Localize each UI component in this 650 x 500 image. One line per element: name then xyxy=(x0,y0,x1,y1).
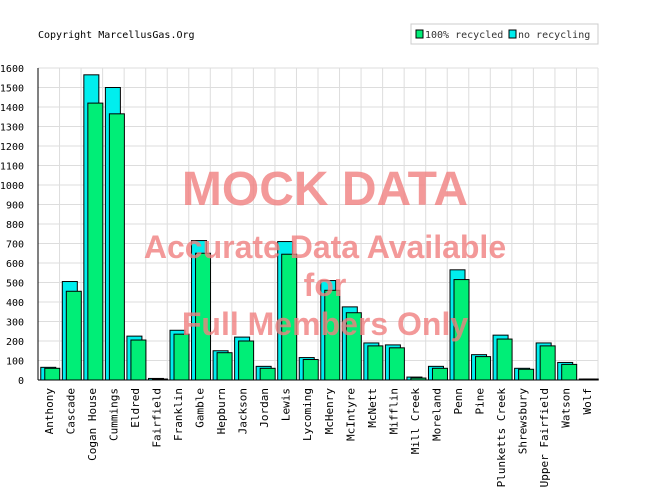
bar-recycled xyxy=(238,340,255,381)
y-tick-labels: 0 100 200 300 400 500 600 700 800 900 1000 1100 1200… xyxy=(0,64,24,387)
legend-box xyxy=(410,23,599,45)
bar-recycled xyxy=(216,352,233,381)
y-tick-label: 400 xyxy=(6,298,24,309)
watermark-line-3: for xyxy=(304,267,347,303)
watermark: MOCK DATA Accurate Data Available for Fu… xyxy=(144,163,506,342)
x-tick-label: Hepburn xyxy=(215,388,228,434)
y-tick-label: 1100 xyxy=(0,162,24,173)
bar-recycled xyxy=(65,290,82,381)
x-tick-label: Cascade xyxy=(64,388,77,434)
x-tick-label: Cummings xyxy=(107,388,120,441)
watermark-line-2: Accurate Data Available xyxy=(144,229,506,265)
y-tick-label: 600 xyxy=(6,259,24,270)
x-tick-label: Upper Fairfield xyxy=(538,388,551,487)
y-tick-label: 300 xyxy=(6,318,24,329)
y-tick-label: 1400 xyxy=(0,103,24,114)
x-tick-label: Cogan House xyxy=(86,388,99,461)
bar-recycled xyxy=(475,356,492,381)
legend-label-recycled: 100% recycled xyxy=(425,30,503,41)
x-tick-label: McHenry xyxy=(323,388,336,435)
bar-recycled xyxy=(87,102,104,381)
y-tick-label: 500 xyxy=(6,279,24,290)
x-tick-label: Moreland xyxy=(430,388,443,441)
bar-recycled xyxy=(108,113,125,381)
x-tick-label: Fairfield xyxy=(150,388,163,448)
legend: 100% recycled no recycling xyxy=(410,23,599,45)
bar-recycled xyxy=(367,345,384,381)
bar-recycled xyxy=(518,368,535,381)
bar-recycled xyxy=(130,339,147,381)
y-tick-label: 1300 xyxy=(0,123,24,134)
x-tick-label: Gamble xyxy=(194,388,207,428)
y-tick-label: 1500 xyxy=(0,84,24,95)
y-tick-label: 100 xyxy=(6,357,24,368)
bar-recycled xyxy=(431,367,448,381)
legend-swatch-no-recycling xyxy=(508,29,517,39)
x-tick-label: Wolf xyxy=(581,388,594,415)
x-tick-label: Lycoming xyxy=(301,388,314,441)
y-tick-label: 0 xyxy=(18,376,24,387)
x-tick-label: Lewis xyxy=(280,388,293,421)
bars xyxy=(40,74,599,381)
axes xyxy=(37,68,598,381)
x-tick-label: Mill Creek xyxy=(409,388,422,455)
y-tick-label: 800 xyxy=(6,220,24,231)
bar-recycled xyxy=(259,367,276,381)
legend-label-no-recycling: no recycling xyxy=(518,30,590,41)
y-tick-label: 700 xyxy=(6,240,24,251)
x-tick-label: Mifflin xyxy=(387,388,400,434)
x-tick-label: Penn xyxy=(452,388,465,415)
x-tick-label: Eldred xyxy=(129,388,142,428)
x-tick-label: Jackson xyxy=(237,388,250,434)
x-tick-labels: Anthony Cascade Cogan House Cummings Eldred F… xyxy=(43,388,594,488)
x-tick-label: Watson xyxy=(560,388,573,428)
x-tick-label: Pine xyxy=(474,388,487,415)
bar-recycled xyxy=(388,347,405,381)
bar-recycled xyxy=(539,345,556,381)
watermark-line-4: Full Members Only xyxy=(182,306,468,342)
y-tick-label: 200 xyxy=(6,337,24,348)
x-tick-label: Franklin xyxy=(172,388,185,441)
watermark-line-1: MOCK DATA xyxy=(182,163,468,216)
bar-recycled xyxy=(302,359,319,381)
x-tick-label: Plunketts Creek xyxy=(495,388,508,488)
bar-recycled xyxy=(561,363,578,381)
x-tick-label: Jordan xyxy=(258,388,271,428)
bar-recycled xyxy=(496,338,513,381)
copyright-text: Copyright MarcellusGas.Org xyxy=(38,30,195,41)
bar-recycled xyxy=(44,367,61,381)
y-tick-label: 1600 xyxy=(0,64,24,75)
y-tick-label: 1000 xyxy=(0,181,24,192)
x-tick-label: McNett xyxy=(366,388,379,428)
y-tick-label: 1200 xyxy=(0,142,24,153)
y-tick-label: 900 xyxy=(6,201,24,212)
legend-swatch-recycled xyxy=(415,29,424,39)
x-tick-label: Shrewsbury xyxy=(517,388,530,455)
x-tick-label: Anthony xyxy=(43,388,56,435)
x-tick-label: McIntyre xyxy=(344,388,357,441)
